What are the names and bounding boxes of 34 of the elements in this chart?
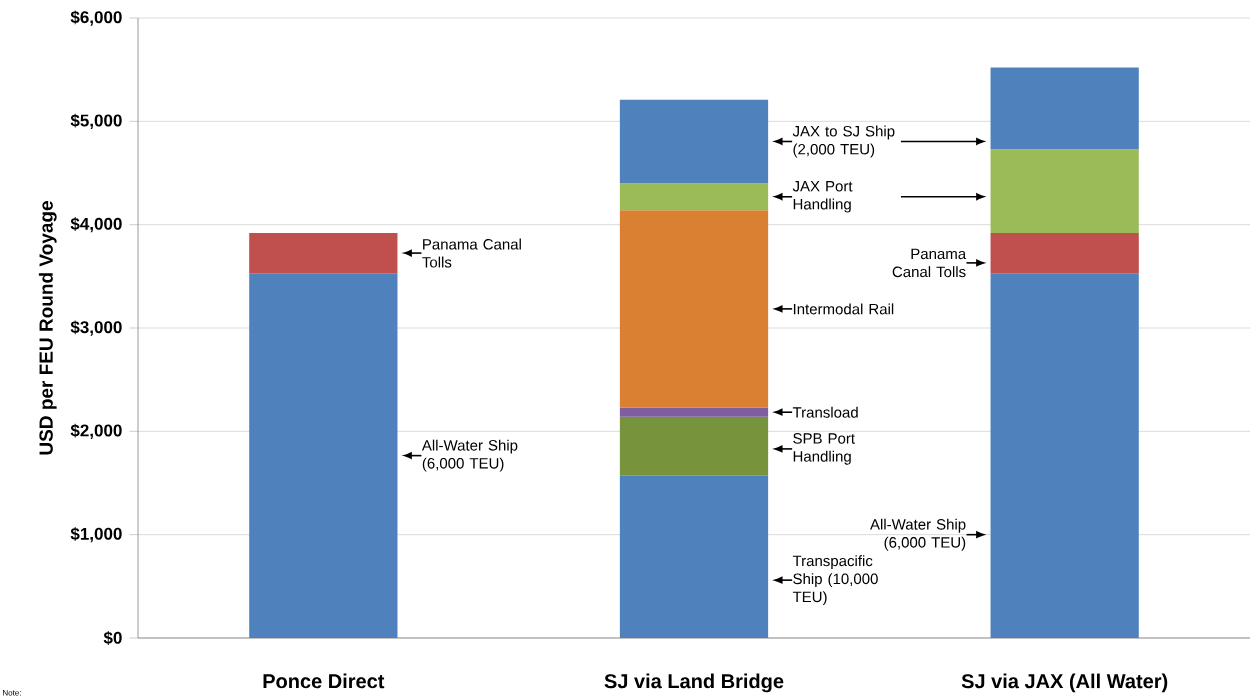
series-label: JAX Port Handling bbox=[792, 181, 853, 213]
series-label: SPB Port Handling bbox=[793, 433, 855, 465]
x-tick-label: Ponce Direct bbox=[263, 673, 385, 689]
bar bbox=[619, 99, 769, 184]
series-label: Panama Canal Tolls bbox=[892, 248, 967, 278]
x-tick-label: SJ via JAX (All Water) bbox=[961, 673, 1168, 693]
y-tick-label: $4,000 bbox=[70, 217, 122, 233]
y-tick-label: $2,000 bbox=[70, 423, 122, 439]
bar bbox=[990, 149, 1139, 233]
bar bbox=[990, 67, 1139, 150]
text: Panama Canal Tolls bbox=[422, 238, 521, 268]
series-label: Transpacific Ship (10,000 TEU) bbox=[792, 555, 878, 606]
text: All-Water Ship (6,000 TEU) bbox=[870, 518, 966, 551]
bar bbox=[249, 273, 398, 638]
y-axis-title: USD per FEU Round Voyage bbox=[38, 201, 57, 455]
bar bbox=[249, 232, 398, 274]
series-label: JAX to SJ Ship (2,000 TEU) bbox=[792, 125, 895, 158]
x-tick-label: SJ via Land Bridge bbox=[604, 673, 784, 693]
y-tick-label: $5,000 bbox=[70, 113, 122, 129]
y-tick-label: $1,000 bbox=[70, 527, 122, 543]
bar bbox=[619, 210, 769, 408]
bar bbox=[990, 232, 1139, 274]
series-label: Transload bbox=[792, 406, 858, 418]
bar bbox=[619, 475, 769, 638]
y-tick-label: $6,000 bbox=[70, 10, 122, 26]
y-tick-label: $3,000 bbox=[70, 320, 122, 336]
text: Note: bbox=[3, 690, 21, 696]
bar bbox=[619, 416, 769, 476]
bar bbox=[619, 183, 769, 211]
bar bbox=[619, 407, 769, 417]
y-tick-label: $0 bbox=[103, 631, 122, 645]
series-label: All-Water Ship (6,000 TEU) bbox=[421, 439, 518, 472]
series-label: Intermodal Rail bbox=[793, 303, 894, 315]
bar bbox=[990, 273, 1139, 638]
